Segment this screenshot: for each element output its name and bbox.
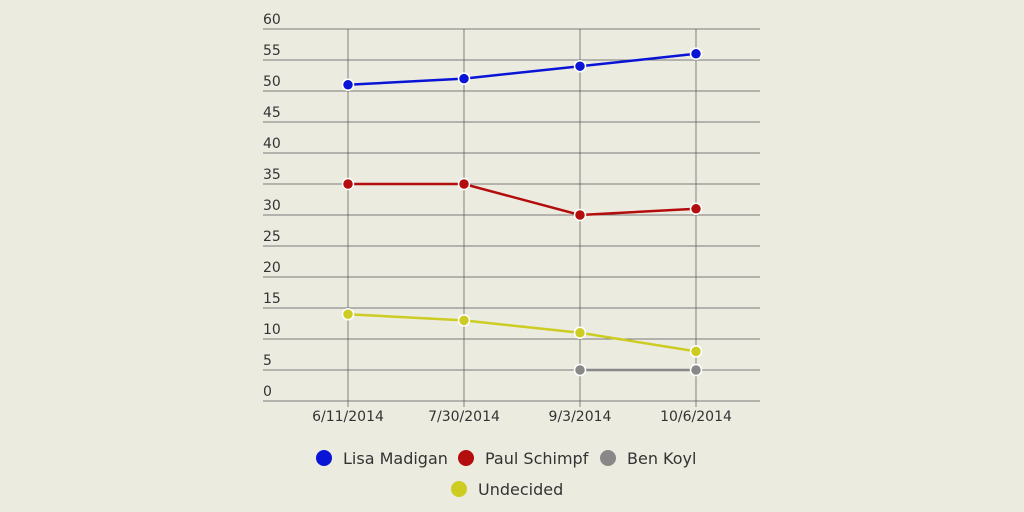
y-tick-label: 15 (263, 291, 281, 307)
y-tick-label: 50 (263, 74, 281, 90)
y-tick-label: 5 (263, 353, 272, 369)
y-tick-label: 55 (263, 43, 281, 59)
point (341, 307, 355, 321)
x-tick-label: 9/3/2014 (549, 409, 612, 425)
point (689, 202, 703, 216)
y-tick-label: 20 (263, 260, 281, 276)
x-tick-label: 6/11/2014 (312, 409, 384, 425)
y-tick-label: 40 (263, 136, 281, 152)
legend-swatch (316, 450, 332, 466)
x-tick-label: 10/6/2014 (660, 409, 732, 425)
y-tick-label: 0 (263, 384, 272, 400)
point (573, 208, 587, 222)
x-tick-label: 7/30/2014 (428, 409, 500, 425)
legend-label: Ben Koyl (627, 449, 696, 468)
series-line (348, 182, 697, 217)
point (341, 177, 355, 191)
legend-swatch (458, 450, 474, 466)
legend-label: Paul Schimpf (485, 449, 589, 468)
point (573, 326, 587, 340)
y-tick-label: 10 (263, 322, 281, 338)
series-line (347, 52, 697, 87)
point (689, 363, 703, 377)
point (457, 177, 471, 191)
y-tick-label: 25 (263, 229, 281, 245)
point (573, 363, 587, 377)
y-tick-label: 30 (263, 198, 281, 214)
point (341, 78, 355, 92)
point (689, 47, 703, 61)
series-line (347, 312, 697, 353)
legend-swatch (451, 481, 467, 497)
legend-label: Undecided (478, 480, 563, 499)
point (689, 345, 703, 358)
legend-swatch (600, 450, 616, 466)
y-tick-label: 35 (263, 167, 281, 183)
point (457, 314, 471, 327)
point (573, 59, 587, 73)
y-tick-label: 45 (263, 105, 281, 121)
legend-label: Lisa Madigan (343, 449, 448, 468)
point (457, 72, 471, 85)
y-tick-label: 60 (263, 12, 281, 28)
